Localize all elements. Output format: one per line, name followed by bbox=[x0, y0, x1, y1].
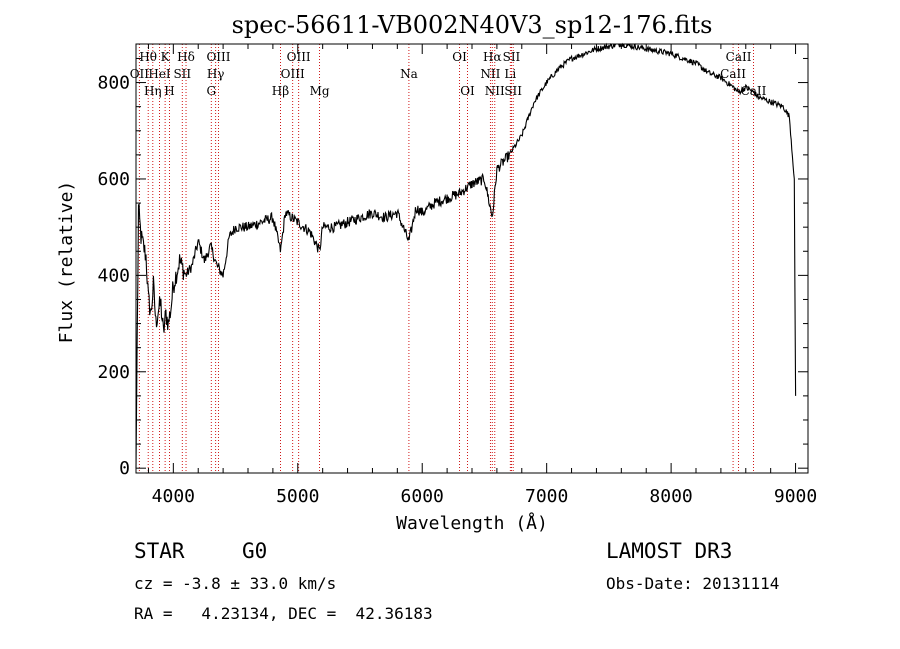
y-axis-label: Flux (relative) bbox=[56, 181, 77, 344]
y-tick-label: 600 bbox=[97, 169, 130, 190]
redshift-cz: cz = -3.8 ± 33.0 km/s bbox=[134, 574, 337, 593]
spectral-line-label: SII bbox=[173, 67, 191, 81]
x-tick-label: 7000 bbox=[525, 486, 568, 507]
x-tick-label: 4000 bbox=[152, 486, 195, 507]
spectral-line-label: Hβ bbox=[272, 84, 289, 98]
spectral-line-label: Na bbox=[400, 67, 418, 81]
observation-date: Obs-Date: 20131114 bbox=[606, 574, 780, 593]
spectral-line-label: SII bbox=[504, 84, 522, 98]
spectral-line-label: OIII bbox=[206, 50, 230, 64]
spectral-line-label: Hθ bbox=[139, 50, 157, 64]
spectral-line-label: H bbox=[164, 84, 174, 98]
x-tick-label: 8000 bbox=[649, 486, 692, 507]
y-tick-label: 200 bbox=[97, 362, 130, 383]
spectral-line-label: Mg bbox=[310, 84, 330, 98]
spectral-line-label: Hγ bbox=[207, 67, 225, 81]
spectral-line-label: OII bbox=[130, 67, 150, 81]
x-tick-label: 6000 bbox=[401, 486, 444, 507]
spectral-line-label: HeI bbox=[148, 67, 171, 81]
spectral-line-label: OIII bbox=[287, 50, 311, 64]
y-tick-label: 0 bbox=[119, 458, 130, 479]
spectral-line-label: G bbox=[206, 84, 216, 98]
object-subclass: G0 bbox=[242, 539, 268, 563]
x-tick-label: 9000 bbox=[774, 486, 817, 507]
spectral-line-label: Hη bbox=[144, 84, 162, 98]
object-class: STAR bbox=[134, 539, 185, 563]
plot-frame bbox=[135, 43, 809, 474]
spectral-line-label: CaII bbox=[720, 67, 746, 81]
survey-name: LAMOST DR3 bbox=[606, 539, 733, 563]
chart-title: spec-56611-VB002N40V3_sp12-176.fits bbox=[232, 11, 713, 39]
spectral-line-label: Li bbox=[504, 67, 516, 81]
x-tick-label: 5000 bbox=[276, 486, 319, 507]
x-axis-label: Wavelength (Å) bbox=[396, 512, 548, 534]
spectral-line-label: Hα bbox=[483, 50, 502, 64]
spectral-line-markers bbox=[138, 44, 754, 473]
spectral-line-label: Hδ bbox=[177, 50, 195, 64]
spectral-line-label: OI bbox=[460, 84, 475, 98]
spectral-line-label: NII bbox=[480, 67, 500, 81]
spectral-line-label: OI bbox=[452, 50, 467, 64]
spectral-line-label: K bbox=[161, 50, 171, 64]
spectral-line-label: NII bbox=[485, 84, 505, 98]
y-tick-label: 800 bbox=[97, 73, 130, 94]
spectral-line-labels: Hθ OII Hη HeI K H SII Hδ OIII Hγ G OIII OIII Hβ Mg Na OI… bbox=[130, 50, 767, 98]
spectral-line-label: SII bbox=[503, 50, 521, 64]
spectral-line-label: OIII bbox=[281, 67, 305, 81]
spectrum-series-line bbox=[135, 42, 797, 469]
y-tick-label: 400 bbox=[97, 265, 130, 286]
coordinates: RA = 4.23134, DEC = 42.36183 bbox=[134, 604, 433, 623]
spectral-line-label: CaII bbox=[726, 50, 752, 64]
axis-ticks: 4000 5000 6000 7000 8000 9000 0 200 400 600 800 bbox=[97, 44, 817, 507]
